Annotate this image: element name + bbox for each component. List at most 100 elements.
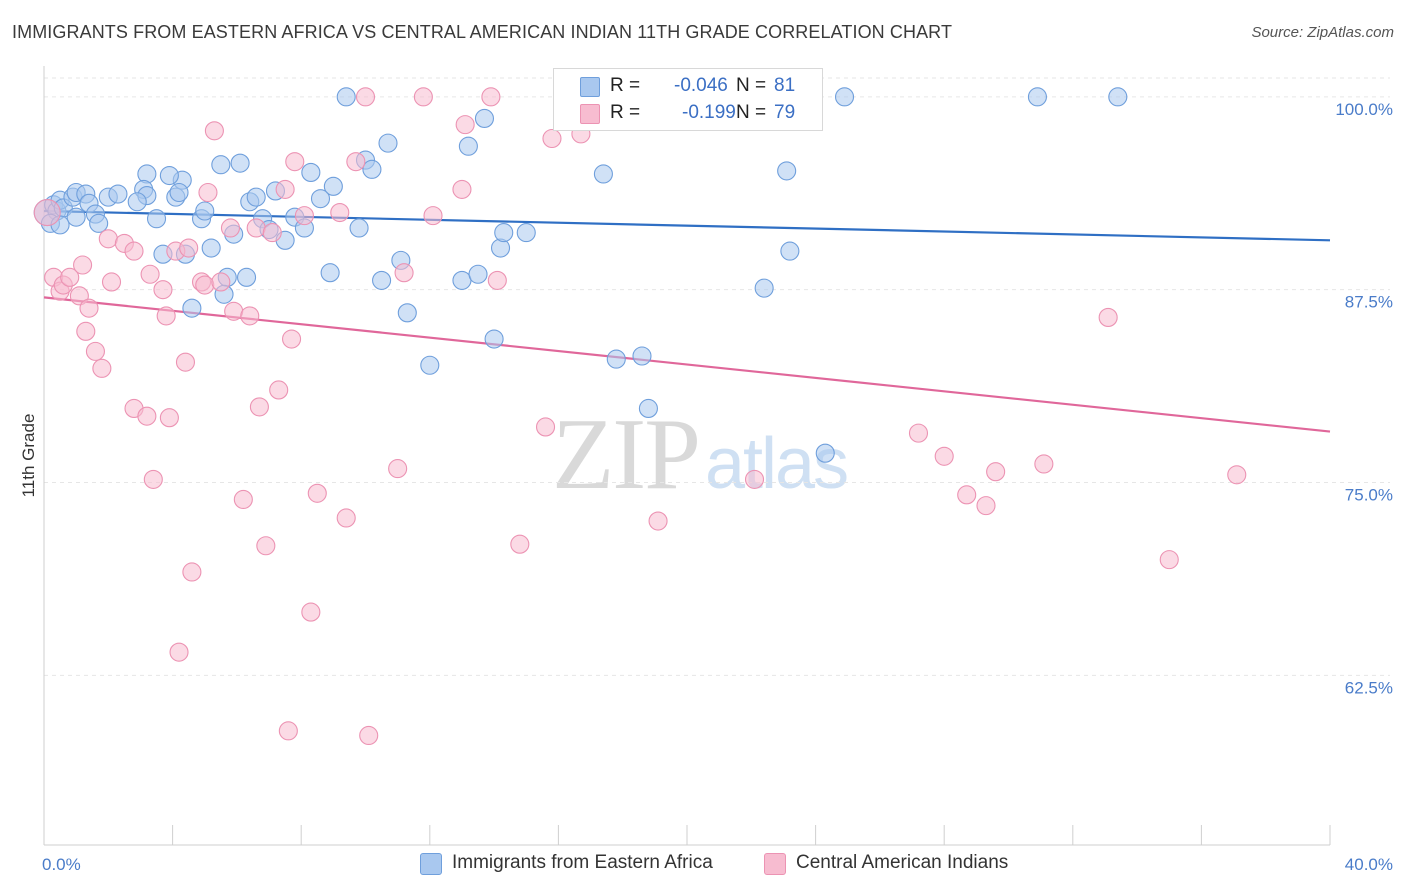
point-eastern-africa [301, 162, 321, 182]
point-eastern-africa [146, 209, 167, 229]
point-central-american-indian [452, 179, 472, 199]
point-central-american-indian [256, 536, 276, 556]
point-central-american-indian [60, 267, 80, 287]
point-eastern-africa [780, 241, 800, 261]
watermark: ZIPatlas [552, 395, 849, 513]
axes [43, 66, 1331, 846]
point-eastern-africa [66, 207, 86, 227]
point-central-american-indian [143, 469, 163, 489]
legend-n-value: 81 [774, 75, 796, 96]
point-central-american-indian [159, 408, 179, 428]
point-central-american-indian [1227, 465, 1247, 485]
point-eastern-africa [323, 176, 343, 196]
bottom-legend-swatch-blue [420, 853, 442, 875]
series-central-american-indians-points [33, 87, 1247, 746]
point-central-american-indian [976, 496, 996, 516]
point-central-american-indian [73, 255, 93, 275]
point-central-american-indian [124, 241, 144, 261]
point-central-american-indian [278, 721, 298, 741]
point-eastern-africa [484, 329, 504, 349]
point-central-american-indian [359, 725, 379, 746]
point-eastern-africa [182, 298, 202, 318]
point-central-american-indian [224, 301, 244, 321]
point-central-american-indian [101, 272, 122, 292]
point-central-american-indian [535, 417, 556, 437]
point-central-american-indian [355, 87, 376, 107]
stats-legend: R = -0.046 N = 81 R = -0.199 N = 79 [553, 68, 823, 131]
chart-title: IMMIGRANTS FROM EASTERN AFRICA VS CENTRA… [12, 22, 953, 42]
x-tick-label: 40.0% [1345, 855, 1393, 874]
point-eastern-africa [1027, 87, 1047, 107]
y-axis-label: 11th Grade [19, 414, 38, 498]
point-eastern-africa [490, 238, 511, 258]
point-central-american-indian [455, 115, 475, 135]
point-central-american-indian [330, 202, 350, 223]
source-credit: Source: ZipAtlas.com [1251, 24, 1394, 41]
bottom-legend-label: Central American Indians [796, 852, 1009, 873]
point-eastern-africa [1108, 87, 1128, 107]
point-central-american-indian [156, 306, 176, 326]
point-eastern-africa [593, 164, 613, 184]
point-central-american-indian [934, 446, 954, 466]
point-central-american-indian [220, 218, 241, 238]
point-central-american-indian [137, 406, 157, 426]
point-central-american-indian [1098, 307, 1118, 327]
point-central-american-indian [275, 179, 295, 199]
point-central-american-indian [204, 121, 224, 141]
point-central-american-indian [908, 423, 929, 443]
point-central-american-indian [282, 329, 302, 349]
point-eastern-africa [336, 87, 356, 107]
point-eastern-africa [230, 153, 250, 173]
point-eastern-africa [516, 223, 536, 243]
point-eastern-africa [815, 443, 835, 463]
point-central-american-indian [240, 306, 260, 326]
point-central-american-indian [413, 87, 433, 107]
point-central-american-indian [1159, 550, 1179, 570]
point-central-american-indian [487, 270, 507, 290]
point-central-american-indian [246, 218, 266, 238]
point-central-american-indian [648, 511, 668, 531]
point-central-american-indian [957, 485, 977, 505]
legend-r-label: R = [610, 102, 641, 123]
axis-labels: 100.0% 87.5% 75.0% 62.5% 0.0% 40.0% 11th Grade [19, 100, 1393, 874]
point-central-american-indian [307, 483, 327, 503]
point-eastern-africa [777, 161, 797, 181]
point-central-american-indian [986, 462, 1006, 482]
y-tick-label: 87.5% [1345, 293, 1393, 312]
point-central-american-indian [169, 642, 189, 662]
point-eastern-africa [310, 189, 331, 209]
point-eastern-africa [89, 213, 109, 233]
point-central-american-indian [92, 358, 112, 378]
legend-n-label: N = [736, 102, 767, 123]
point-eastern-africa [494, 223, 514, 243]
point-central-american-indian [301, 602, 321, 622]
point-central-american-indian [336, 508, 356, 528]
point-central-american-indian [423, 206, 443, 226]
point-eastern-africa [349, 218, 369, 238]
point-eastern-africa [452, 270, 472, 290]
point-eastern-africa [754, 278, 774, 298]
point-eastern-africa [378, 133, 398, 153]
point-eastern-africa [632, 346, 652, 366]
y-tick-label: 62.5% [1345, 678, 1393, 697]
point-central-american-indian [140, 264, 160, 284]
point-central-american-indian [198, 182, 218, 203]
y-tick-label: 75.0% [1345, 485, 1393, 504]
point-eastern-africa [397, 303, 417, 323]
point-eastern-africa [246, 187, 266, 207]
point-eastern-africa [320, 263, 340, 283]
point-central-american-indian [294, 206, 314, 226]
bottom-legend-swatch-pink [764, 853, 786, 875]
point-eastern-africa [834, 87, 855, 107]
point-eastern-africa [638, 398, 658, 419]
point-central-american-indian [269, 380, 289, 400]
trend-lines [43, 209, 1331, 433]
legend-n-label: N = [736, 75, 767, 96]
legend-r-label: R = [610, 75, 641, 96]
bottom-legend-label: Immigrants from Eastern Africa [452, 852, 713, 873]
watermark-atlas: atlas [705, 424, 849, 504]
point-eastern-africa [468, 264, 488, 284]
point-eastern-africa [211, 155, 231, 175]
point-central-american-indian [249, 397, 269, 417]
